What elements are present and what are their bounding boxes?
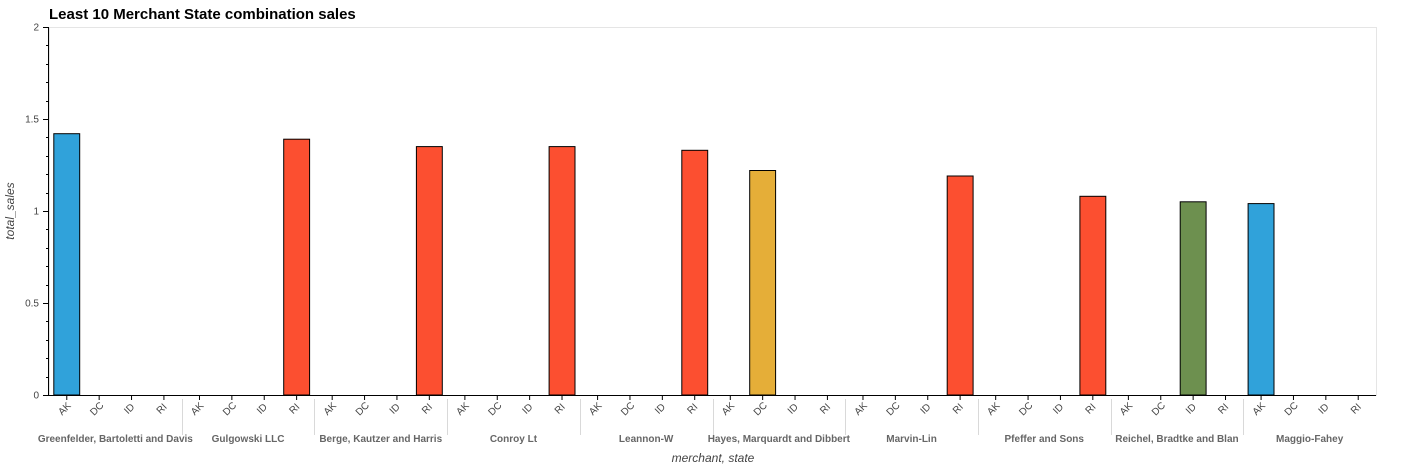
x-group-label: Maggio-Fahey bbox=[1276, 434, 1344, 445]
bars bbox=[53, 133, 1275, 396]
x-group-label: Conroy Lt bbox=[490, 434, 538, 445]
x-tick-label-state: RI bbox=[553, 402, 568, 417]
x-tick-label-state: RI bbox=[155, 402, 170, 417]
x-tick-label-state: AK bbox=[322, 400, 339, 417]
x-tick-label-state: ID bbox=[919, 402, 934, 417]
x-tick-label-state: AK bbox=[853, 400, 870, 417]
chart-title: Least 10 Merchant State combination sale… bbox=[49, 6, 356, 23]
y-tick-label: 1 bbox=[33, 207, 39, 218]
x-tick-label-state: AK bbox=[455, 400, 472, 417]
x-tick-label-state: RI bbox=[1216, 402, 1231, 417]
x-tick-label-state: ID bbox=[388, 402, 403, 417]
x-group-label: Hayes, Marquardt and Dibbert bbox=[708, 434, 851, 445]
x-tick-label-state: AK bbox=[985, 400, 1002, 417]
y-axis: 0 0.5 1 1.5 2 bbox=[25, 23, 49, 402]
x-tick-label-state: RI bbox=[287, 402, 302, 417]
bar bbox=[1247, 203, 1275, 396]
x-tick-label-state: ID bbox=[1317, 402, 1332, 417]
x-tick-label-state: ID bbox=[1051, 402, 1066, 417]
x-tick-label-state: ID bbox=[520, 402, 535, 417]
x-axis-label: merchant, state bbox=[672, 451, 755, 465]
x-tick-label-state: DC bbox=[752, 400, 770, 418]
x-tick-label-state: ID bbox=[1184, 402, 1199, 417]
x-tick-label-state: DC bbox=[1283, 400, 1301, 418]
x-tick-label-state: RI bbox=[420, 402, 435, 417]
x-tick-label-state: DC bbox=[885, 400, 903, 418]
x-group-label: Berge, Kautzer and Harris bbox=[319, 434, 442, 445]
x-tick-label-state: AK bbox=[1118, 400, 1135, 417]
bar bbox=[283, 138, 311, 396]
bar bbox=[548, 146, 576, 396]
x-tick-label-state: AK bbox=[587, 400, 604, 417]
x-group-label: Marvin-Lin bbox=[886, 434, 937, 445]
y-tick-label: 0.5 bbox=[25, 299, 39, 310]
bar bbox=[1079, 195, 1107, 396]
bar bbox=[415, 146, 443, 396]
x-tick-label-state: AK bbox=[189, 400, 206, 417]
y-tick-label: 1.5 bbox=[25, 115, 39, 126]
bar bbox=[946, 175, 974, 396]
x-axis: AK DC ID RI Greenfelder, Bartoletti and Davi… bbox=[38, 395, 1376, 445]
x-tick-label-state: ID bbox=[786, 402, 801, 417]
plot-area-border bbox=[49, 27, 1377, 396]
bar bbox=[1179, 201, 1207, 396]
y-axis-label: total_sales bbox=[3, 182, 17, 239]
x-tick-label-state: ID bbox=[255, 402, 270, 417]
x-tick-label-state: DC bbox=[619, 400, 637, 418]
x-tick-label-state: DC bbox=[1017, 400, 1035, 418]
x-tick-label-state: RI bbox=[818, 402, 833, 417]
x-tick-label-state: RI bbox=[1084, 402, 1099, 417]
x-group-label: Greenfelder, Bartoletti and Davis bbox=[38, 434, 193, 445]
x-tick-label-state: DC bbox=[88, 400, 106, 418]
bar bbox=[749, 170, 777, 396]
x-tick-label-state: DC bbox=[221, 400, 239, 418]
x-group-label: Gulgowski LLC bbox=[212, 434, 285, 445]
x-tick-label-state: DC bbox=[486, 400, 504, 418]
x-group-label: Reichel, Bradtke and Blan bbox=[1115, 434, 1238, 445]
x-tick-label-state: ID bbox=[653, 402, 668, 417]
x-tick-label-state: RI bbox=[951, 402, 966, 417]
x-tick-label-state: DC bbox=[354, 400, 372, 418]
x-tick-label-state: DC bbox=[1150, 400, 1168, 418]
x-tick-label-state: AK bbox=[720, 400, 737, 417]
x-group-label: Leannon-W bbox=[619, 434, 674, 445]
x-tick-label-state: ID bbox=[122, 402, 137, 417]
y-tick-label: 0 bbox=[33, 391, 39, 402]
x-group-label: Pfeffer and Sons bbox=[1005, 434, 1085, 445]
bar bbox=[681, 149, 709, 396]
x-tick-label-state: AK bbox=[56, 400, 73, 417]
x-tick-label-state: AK bbox=[1251, 400, 1268, 417]
bar bbox=[53, 133, 81, 396]
x-tick-label-state: RI bbox=[1349, 402, 1364, 417]
y-tick-label: 2 bbox=[33, 23, 39, 34]
x-tick-label-state: RI bbox=[686, 402, 701, 417]
